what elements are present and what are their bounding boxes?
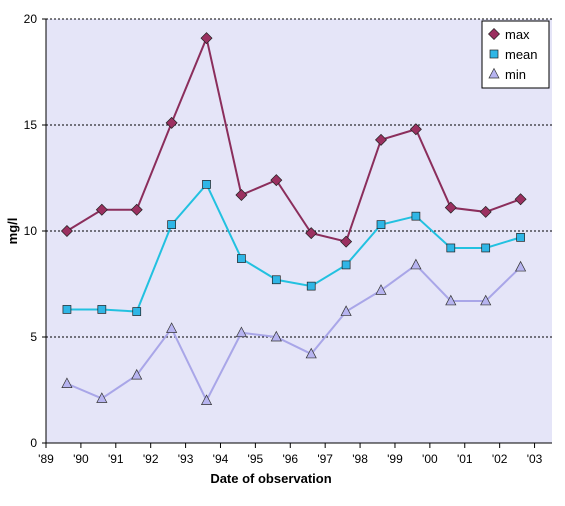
x-tick-label: '93	[178, 452, 194, 466]
y-tick-label: 10	[24, 224, 38, 238]
series	[60, 32, 527, 405]
data-point-min	[61, 377, 73, 388]
data-point-mean	[97, 305, 107, 314]
x-tick-label: '98	[352, 452, 368, 466]
y-axis-title: mg/l	[5, 218, 20, 245]
data-point-min	[410, 258, 422, 270]
series-max	[60, 32, 527, 248]
series-min	[61, 258, 527, 405]
data-point-max	[95, 203, 108, 216]
data-point-max	[340, 235, 353, 248]
legend-marker-max	[488, 28, 500, 40]
series-line-max	[66, 34, 521, 243]
data-point-mean	[341, 260, 351, 270]
gridlines	[46, 18, 552, 338]
legend-marker-min	[488, 67, 500, 79]
x-tick-label: '95	[248, 452, 264, 466]
data-point-mean	[516, 233, 525, 242]
data-point-mean	[62, 305, 72, 314]
x-tick-label: '96	[282, 452, 298, 466]
data-point-max	[444, 201, 457, 214]
data-point-mean	[167, 220, 176, 229]
legend-item-mean: mean	[489, 47, 538, 62]
data-point-mean	[411, 211, 421, 221]
data-point-min	[305, 347, 317, 359]
data-point-min	[480, 294, 492, 306]
x-tick-label: '91	[108, 452, 124, 466]
x-tick-label: '01	[457, 452, 473, 466]
data-point-mean	[446, 243, 456, 253]
data-point-min	[340, 305, 352, 316]
x-tick-label: '90	[73, 452, 89, 466]
legend-marker-mean	[489, 49, 499, 59]
x-tick-label: '02	[492, 452, 508, 466]
data-point-min	[515, 260, 527, 272]
data-point-mean	[237, 254, 246, 263]
data-point-max	[270, 174, 283, 187]
data-point-min	[200, 394, 213, 405]
data-point-min	[375, 284, 387, 295]
x-tick-label: '03	[527, 452, 543, 466]
data-point-mean	[376, 220, 386, 229]
data-point-min	[445, 294, 457, 306]
data-point-mean	[132, 307, 142, 316]
data-point-min	[235, 326, 248, 338]
data-point-mean	[306, 281, 316, 291]
y-tick-label: 0	[30, 436, 37, 450]
data-point-max	[305, 227, 318, 240]
data-point-min	[96, 392, 108, 403]
x-tick-label: '89	[38, 452, 54, 466]
data-point-min	[270, 330, 282, 342]
data-point-mean	[202, 180, 211, 189]
series-line-mean	[66, 182, 521, 313]
x-tick-label: '92	[143, 452, 159, 466]
data-point-mean	[271, 275, 281, 285]
x-tick-label: '99	[387, 452, 403, 466]
axes	[42, 18, 552, 448]
data-point-min	[166, 322, 178, 333]
x-tick-label: '97	[317, 452, 333, 466]
legend: max mean min	[481, 20, 550, 89]
legend-label-max: max	[505, 27, 530, 42]
data-point-max	[479, 205, 492, 218]
data-point-max	[375, 133, 388, 146]
series-mean	[62, 180, 525, 316]
data-point-max	[130, 203, 143, 216]
data-point-max	[200, 32, 213, 45]
y-tick-label: 20	[24, 12, 38, 26]
legend-item-min: min	[488, 67, 526, 82]
legend-label-min: min	[505, 67, 526, 82]
x-axis-title: Date of observation	[210, 471, 331, 486]
x-tick-label: '94	[213, 452, 229, 466]
data-point-max	[165, 116, 178, 129]
tick-labels: 0 5 10 15 20 '89 '90 '91 '92 '93 '94 '95 '96 '97 '98 '9…	[24, 12, 543, 466]
data-point-max	[514, 193, 527, 206]
series-line-min	[66, 263, 522, 403]
x-tick-label: '00	[422, 452, 438, 466]
data-point-max	[60, 225, 73, 237]
y-tick-label: 15	[24, 118, 38, 132]
data-point-min	[131, 368, 143, 380]
legend-label-mean: mean	[505, 47, 538, 62]
data-point-max	[409, 123, 422, 136]
legend-item-max: max	[488, 27, 530, 42]
data-point-max	[235, 188, 248, 201]
y-tick-label: 5	[30, 330, 37, 344]
data-point-mean	[481, 243, 491, 253]
